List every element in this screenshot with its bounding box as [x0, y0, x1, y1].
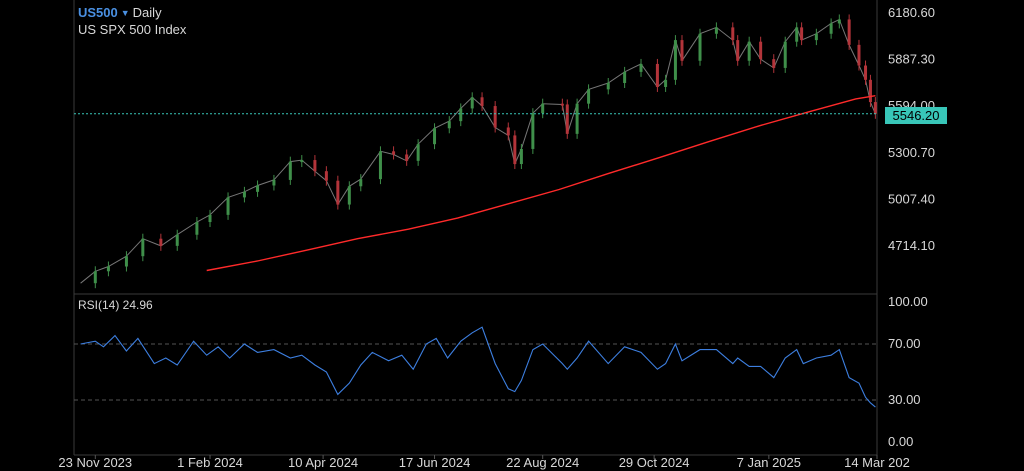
rsi-tick-label: 0.00: [888, 434, 913, 449]
candle-body: [300, 160, 304, 163]
candle-body: [506, 127, 510, 136]
candle-body: [470, 97, 474, 109]
candle-body: [324, 171, 328, 181]
rsi-line: [80, 326, 876, 408]
candle-body: [680, 40, 684, 61]
candle-body: [226, 197, 230, 215]
candle-body: [159, 238, 163, 246]
candle-body: [106, 266, 110, 272]
candle-body: [272, 179, 276, 186]
interval-label[interactable]: Daily: [132, 5, 162, 20]
moving-average-line: [206, 95, 876, 272]
candle-body: [531, 113, 535, 149]
price-close-line: [80, 18, 876, 284]
candle-body: [447, 121, 451, 129]
candle-body: [513, 135, 517, 165]
rsi-tick-label: 70.00: [888, 336, 921, 351]
symbol-name[interactable]: US500: [78, 5, 118, 20]
candle-body: [141, 238, 145, 257]
candle-body: [714, 27, 718, 34]
x-tick-label: 7 Jan 2025: [737, 455, 801, 470]
candle-body: [587, 89, 591, 104]
candle-body: [783, 41, 787, 68]
instrument-name: US SPX 500 Index: [78, 22, 187, 37]
candle-body: [814, 33, 818, 41]
candle-body: [433, 128, 437, 145]
candle-body: [864, 65, 868, 80]
candle-body: [378, 151, 382, 180]
rsi-tick-label: 100.00: [888, 294, 928, 309]
x-tick-label: 14 Mar 202: [844, 455, 910, 470]
candle-body: [698, 33, 702, 61]
candle-body: [288, 161, 292, 180]
candle-body: [837, 19, 841, 24]
candle-body: [575, 103, 579, 134]
price-tick-label: 6180.60: [888, 5, 935, 20]
candle-body: [405, 154, 409, 161]
x-tick-label: 23 Nov 2023: [58, 455, 132, 470]
candle-body: [519, 148, 523, 165]
candle-body: [336, 180, 340, 205]
candle-body: [868, 79, 872, 103]
price-tick-label: 4714.10: [888, 238, 935, 253]
candle-body: [829, 23, 833, 34]
candle-body: [560, 103, 564, 106]
candle-body: [623, 71, 627, 84]
candle-body: [256, 185, 260, 192]
price-tick-label: 5007.40: [888, 191, 935, 206]
candle-body: [480, 97, 484, 107]
candle-body: [347, 186, 351, 205]
x-tick-label: 22 Aug 2024: [506, 455, 579, 470]
x-tick-label: 29 Oct 2024: [619, 455, 690, 470]
candle-body: [208, 214, 212, 223]
candle-body: [847, 19, 851, 45]
candle-body: [242, 191, 246, 198]
candle-body: [313, 160, 317, 172]
rsi-tick-label: 30.00: [888, 392, 921, 407]
candle-body: [673, 40, 677, 80]
candle-body: [359, 179, 363, 187]
candle-body: [93, 271, 97, 284]
candle-body: [873, 102, 877, 114]
price-tick-label: 5887.30: [888, 52, 935, 67]
candle-body: [639, 63, 643, 72]
dropdown-caret-icon[interactable]: ▼: [120, 8, 130, 18]
candle-body: [655, 63, 659, 87]
symbol-selector[interactable]: US500 ▼ Daily: [78, 5, 162, 20]
rsi-indicator-label[interactable]: RSI(14) 24.96: [78, 298, 153, 312]
candle-body: [175, 234, 179, 246]
candle-body: [392, 151, 396, 155]
candle-body: [736, 40, 740, 61]
candle-body: [772, 59, 776, 68]
candle-body: [795, 27, 799, 42]
candle-body: [416, 144, 420, 161]
candle-body: [664, 79, 668, 87]
candle-body: [124, 256, 128, 267]
candle-body: [731, 27, 735, 41]
x-tick-label: 17 Jun 2024: [399, 455, 471, 470]
candle-body: [565, 104, 569, 134]
candle-body: [747, 41, 751, 61]
candle-body: [541, 103, 545, 114]
last-price-badge: 5546.20: [885, 107, 947, 124]
candle-body: [493, 106, 497, 128]
candle-body: [800, 27, 804, 41]
price-tick-label: 5300.70: [888, 145, 935, 160]
candle-body: [195, 222, 199, 235]
candle-body: [759, 41, 763, 60]
candle-body: [606, 83, 610, 90]
candle-body: [459, 108, 463, 122]
x-tick-label: 10 Apr 2024: [288, 455, 358, 470]
x-tick-label: 1 Feb 2024: [177, 455, 243, 470]
candle-body: [857, 44, 861, 66]
